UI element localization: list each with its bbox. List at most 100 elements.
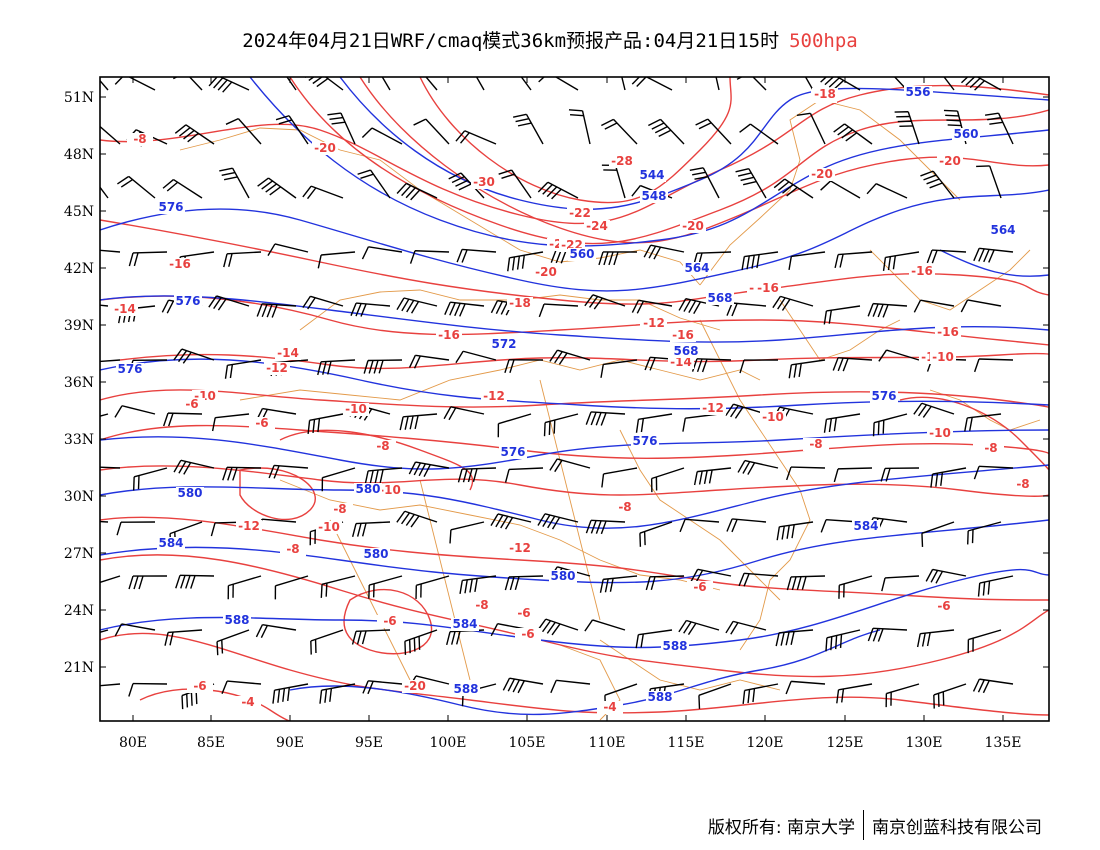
height-label: 580 [177,486,202,500]
copyright-text: 版权所有: 南京大学 [707,817,855,838]
wind-barb [255,623,297,638]
wind-barb [600,359,638,378]
wind-barb [725,620,767,635]
wind-barb [351,629,391,645]
wind-barb [585,519,626,535]
wind-barb [175,574,215,589]
temperature-label: -12 [643,316,665,330]
temperature-label: -18 [509,296,531,310]
wind-barb [317,359,356,376]
wind-barb [878,349,920,362]
wind-barb [584,619,626,632]
label-backdrop [402,680,428,693]
temperature-label: -6 [185,397,198,411]
label-backdrop [631,435,659,448]
wind-barb [456,248,497,263]
wind-barb [742,683,779,705]
temperature-label: -20 [811,167,833,181]
wind-barb [459,575,497,594]
label-backdrop [490,338,518,351]
label-backdrop [638,169,666,182]
temperature-label: -10 [318,520,340,534]
label-backdrop [931,600,957,613]
lat-label: 51N [64,90,94,106]
temperature-label: -14 [670,355,692,369]
wind-barb [114,623,156,637]
wind-barb [741,251,779,271]
wind-barb [832,357,873,372]
wind-barb [173,348,215,364]
lon-label: 125E [827,735,864,751]
height-label: 588 [224,613,249,627]
wind-barb [601,467,638,488]
wind-barb [967,629,1002,654]
height-label: 560 [569,247,594,261]
wind-barb [117,175,156,199]
wind-barb [211,413,250,432]
wind-barb [256,303,297,318]
wind-barb [973,247,1014,263]
temperature-label: -30 [473,175,495,189]
wind-barb [977,575,1014,597]
wind-barb [913,299,955,313]
wind-barb [504,359,544,374]
label-backdrop [668,356,694,369]
temperature-label: -20 [939,154,961,168]
wind-barb [973,358,1014,373]
wind-barb [302,185,344,200]
temperature-label: -16 [937,325,959,339]
temperature-label: -16 [757,281,779,295]
wind-barb [838,575,873,599]
wind-barb [616,77,626,91]
temperature-label: -6 [517,606,530,620]
wind-barb [415,575,450,599]
lon-label: 115E [668,735,705,751]
wind-barb [785,680,826,695]
wind-barb [795,77,814,91]
label-backdrop [507,542,533,555]
height-label: 576 [158,200,183,214]
temperature-label: -16 [169,257,191,271]
wind-barb [631,299,673,314]
temperature-label: -8 [286,542,299,556]
label-backdrop [511,607,537,620]
wind-barb [691,358,732,373]
wind-barb [498,169,532,199]
label-backdrop [471,176,497,189]
wind-barb [510,77,532,91]
wind-barb [267,243,309,256]
label-backdrop [612,501,638,514]
label-backdrop [235,696,261,709]
wind-barb [690,568,732,583]
label-backdrop [646,691,674,704]
wind-barb [726,518,767,533]
temperature-label: -24 [586,219,608,233]
height-label: 576 [175,294,200,308]
wind-barb [116,521,156,536]
temperature-label: -6 [937,599,950,613]
wind-barb [739,359,779,374]
label-backdrop [377,615,403,628]
wind-barb [932,77,955,91]
label-backdrop [672,345,700,358]
plot-frame [99,76,1050,722]
temperature-label: -16 [672,328,694,342]
temperature-label: -20 [535,265,557,279]
label-backdrop [930,351,956,364]
lat-label: 36N [64,375,94,391]
wind-barb [689,167,720,199]
wind-barb [920,170,955,199]
temperature-label: -8 [984,441,997,455]
temperature-label: -10 [762,410,784,424]
height-label: 584 [158,536,183,550]
label-backdrop [640,190,668,203]
label-backdrop [904,86,932,99]
wind-barb [543,413,579,437]
height-label: 584 [853,519,878,533]
wind-barb [100,301,109,307]
label-backdrop [187,680,213,693]
wind-barb [648,118,685,145]
wind-barb [698,683,732,709]
wind-barb [396,510,438,528]
wind-barb [643,244,685,260]
